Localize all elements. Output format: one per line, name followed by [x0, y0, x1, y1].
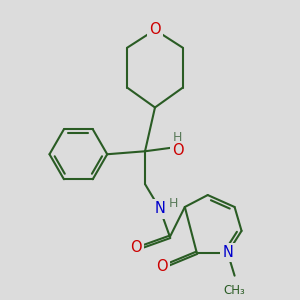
Text: N: N [154, 202, 165, 217]
Text: O: O [130, 240, 142, 255]
Text: CH₃: CH₃ [224, 284, 245, 297]
Text: O: O [156, 259, 168, 274]
Text: O: O [149, 22, 161, 38]
Text: H: H [173, 131, 183, 144]
Text: H: H [169, 196, 178, 209]
Text: O: O [172, 143, 184, 158]
Text: N: N [222, 245, 233, 260]
